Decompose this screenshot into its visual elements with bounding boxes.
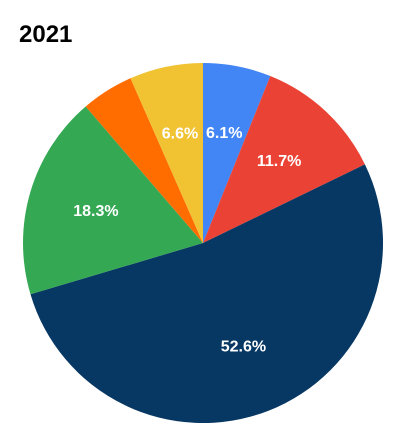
pie-slice-3 — [30, 164, 384, 424]
pie-slice-1 — [203, 63, 271, 243]
pie-slice-label-3: 52.6% — [221, 339, 266, 356]
pie-slice-2 — [203, 76, 365, 243]
pie-slice-6 — [130, 63, 203, 243]
pie-slice-4 — [23, 106, 204, 295]
slices-layer — [23, 63, 384, 424]
pie-slice-label-2: 11.7% — [257, 153, 301, 170]
pie-slice-label-4: 18.3% — [73, 203, 118, 220]
pie-slice-label-6: 6.6% — [162, 125, 198, 142]
labels-layer: 6.1% 11.7% 52.6% 18.3% 6.6% — [73, 125, 301, 356]
chart-title: 2021 — [19, 21, 73, 48]
pie-slice-5 — [85, 78, 203, 243]
pie-slice-label-1: 6.1% — [206, 125, 242, 142]
